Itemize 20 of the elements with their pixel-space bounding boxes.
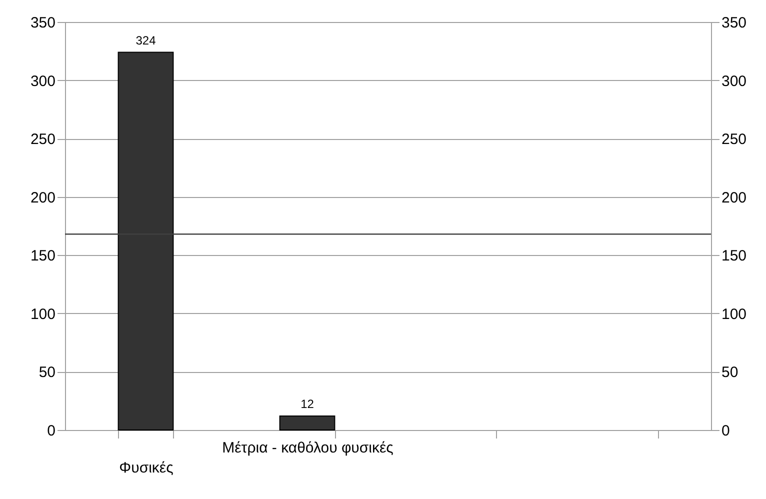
y-tick-label: 300 [30, 72, 56, 90]
y2-tick-label: 50 [722, 364, 738, 382]
y2-tick-label: 150 [722, 248, 747, 265]
y-tick-label: 350 [30, 14, 56, 32]
x-tick-label: Μέτρια - καθόλου φυσικές [222, 440, 394, 456]
x-tick-label: Φυσικές [119, 460, 174, 476]
y2-tick-label: 300 [722, 72, 747, 90]
y2-tick-label: 250 [722, 131, 747, 148]
y2-tick-label: 200 [722, 189, 747, 206]
y2-tick-label: 0 [722, 422, 730, 440]
data-label: 324 [136, 33, 156, 48]
y-tick-label: 150 [30, 248, 56, 265]
y2-tick-label: 100 [722, 306, 747, 323]
y-tick-label: 250 [30, 131, 56, 148]
y2-tick-label: 350 [722, 14, 747, 32]
y-tick-label: 100 [30, 306, 56, 323]
data-label: 12 [300, 397, 314, 412]
y-tick-label: 0 [47, 422, 56, 440]
y-tick-label: 200 [30, 189, 56, 206]
y-tick-label: 50 [38, 364, 56, 382]
